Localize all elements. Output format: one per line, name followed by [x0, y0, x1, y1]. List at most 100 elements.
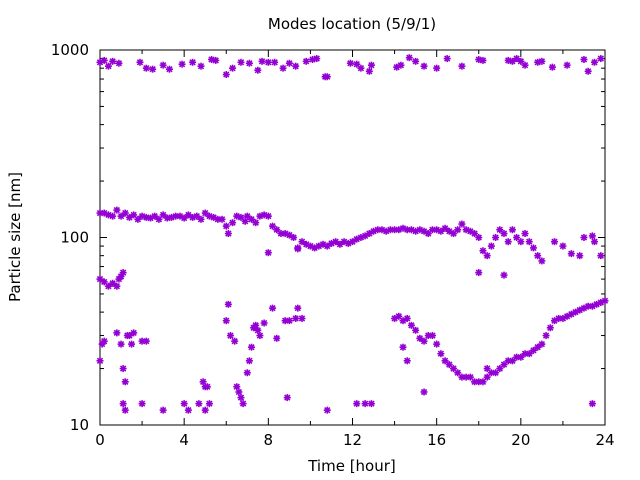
data-point — [443, 55, 451, 63]
data-point — [201, 406, 209, 414]
data-point — [500, 271, 508, 279]
data-point — [231, 337, 239, 345]
data-point — [260, 319, 268, 327]
data-point — [294, 304, 302, 312]
data-point — [529, 346, 537, 354]
data-point — [239, 400, 247, 408]
data-point — [224, 300, 232, 308]
data-point — [195, 400, 203, 408]
plot-frame — [99, 49, 606, 426]
data-point — [189, 58, 197, 66]
data-point — [130, 329, 138, 337]
data-point — [504, 238, 512, 246]
data-point — [529, 244, 537, 252]
data-point — [563, 61, 571, 69]
data-point — [420, 388, 428, 396]
data-point — [517, 238, 525, 246]
data-point — [121, 378, 129, 386]
data-point — [323, 73, 331, 81]
y-tick-label: 1000 — [51, 41, 89, 59]
x-tick-label: 16 — [427, 431, 446, 449]
data-point — [302, 57, 310, 65]
data-point — [264, 212, 272, 220]
data-point — [159, 61, 167, 69]
x-tick-label: 4 — [179, 431, 189, 449]
data-point — [283, 394, 291, 402]
data-point — [248, 343, 255, 351]
x-tick-label: 0 — [95, 431, 105, 449]
data-point — [428, 332, 436, 340]
data-point — [290, 234, 298, 241]
data-point — [323, 406, 331, 414]
data-point — [279, 64, 287, 72]
data-point — [119, 400, 127, 408]
data-point — [104, 282, 112, 290]
data-point — [479, 247, 487, 255]
data-point — [590, 58, 598, 66]
data-point — [466, 373, 474, 381]
data-point — [205, 400, 213, 408]
data-point — [420, 337, 428, 345]
data-point — [546, 324, 554, 332]
data-point — [399, 343, 407, 351]
data-point — [117, 212, 125, 220]
data-point — [588, 232, 596, 240]
data-point — [479, 56, 487, 64]
data-point — [212, 56, 220, 64]
data-point — [117, 340, 125, 348]
data-point — [235, 388, 243, 396]
data-point — [252, 219, 260, 227]
data-point — [597, 252, 605, 260]
data-point — [365, 67, 373, 75]
data-point — [254, 326, 262, 334]
data-point — [450, 230, 457, 238]
data-point — [454, 226, 462, 234]
data-point — [407, 321, 415, 329]
data-point — [458, 220, 466, 228]
data-point — [559, 242, 567, 250]
y-axis-label: Particle size [nm] — [6, 172, 24, 302]
data-point — [601, 297, 609, 305]
data-point — [298, 314, 306, 322]
y-tick-label: 100 — [60, 229, 89, 247]
data-point — [437, 350, 445, 358]
data-point — [113, 282, 121, 290]
data-point — [100, 337, 108, 345]
data-point — [412, 326, 420, 334]
data-point — [487, 242, 495, 250]
data-point — [130, 211, 138, 219]
data-point — [361, 400, 369, 408]
x-tick-label: 24 — [595, 431, 614, 449]
data-point — [584, 67, 592, 75]
x-axis-label: Time [hour] — [307, 457, 396, 475]
data-point — [113, 329, 121, 337]
data-point — [483, 365, 491, 373]
data-point — [475, 269, 483, 277]
x-tick-labels: 0 4 8 12 16 20 24 — [95, 431, 614, 449]
data-point — [203, 383, 211, 391]
data-point — [128, 340, 136, 348]
data-point — [237, 394, 245, 402]
data-point — [273, 334, 281, 342]
data-point — [534, 343, 542, 351]
data-point — [229, 64, 237, 72]
data-point — [500, 361, 508, 369]
data-point — [346, 59, 354, 67]
data-point — [243, 369, 251, 377]
data-point — [313, 55, 321, 63]
data-point — [136, 58, 144, 66]
data-point — [119, 365, 127, 373]
data-point — [551, 238, 558, 246]
data-point — [534, 252, 542, 260]
data-point — [159, 406, 167, 414]
data-point — [197, 215, 205, 223]
x-tick-label: 8 — [264, 431, 274, 449]
data-point — [222, 317, 230, 325]
data-point — [119, 269, 127, 277]
data-point — [285, 59, 293, 67]
data-point — [462, 226, 470, 234]
data-point — [245, 357, 253, 365]
data-point — [113, 206, 121, 214]
data-point — [492, 234, 500, 241]
